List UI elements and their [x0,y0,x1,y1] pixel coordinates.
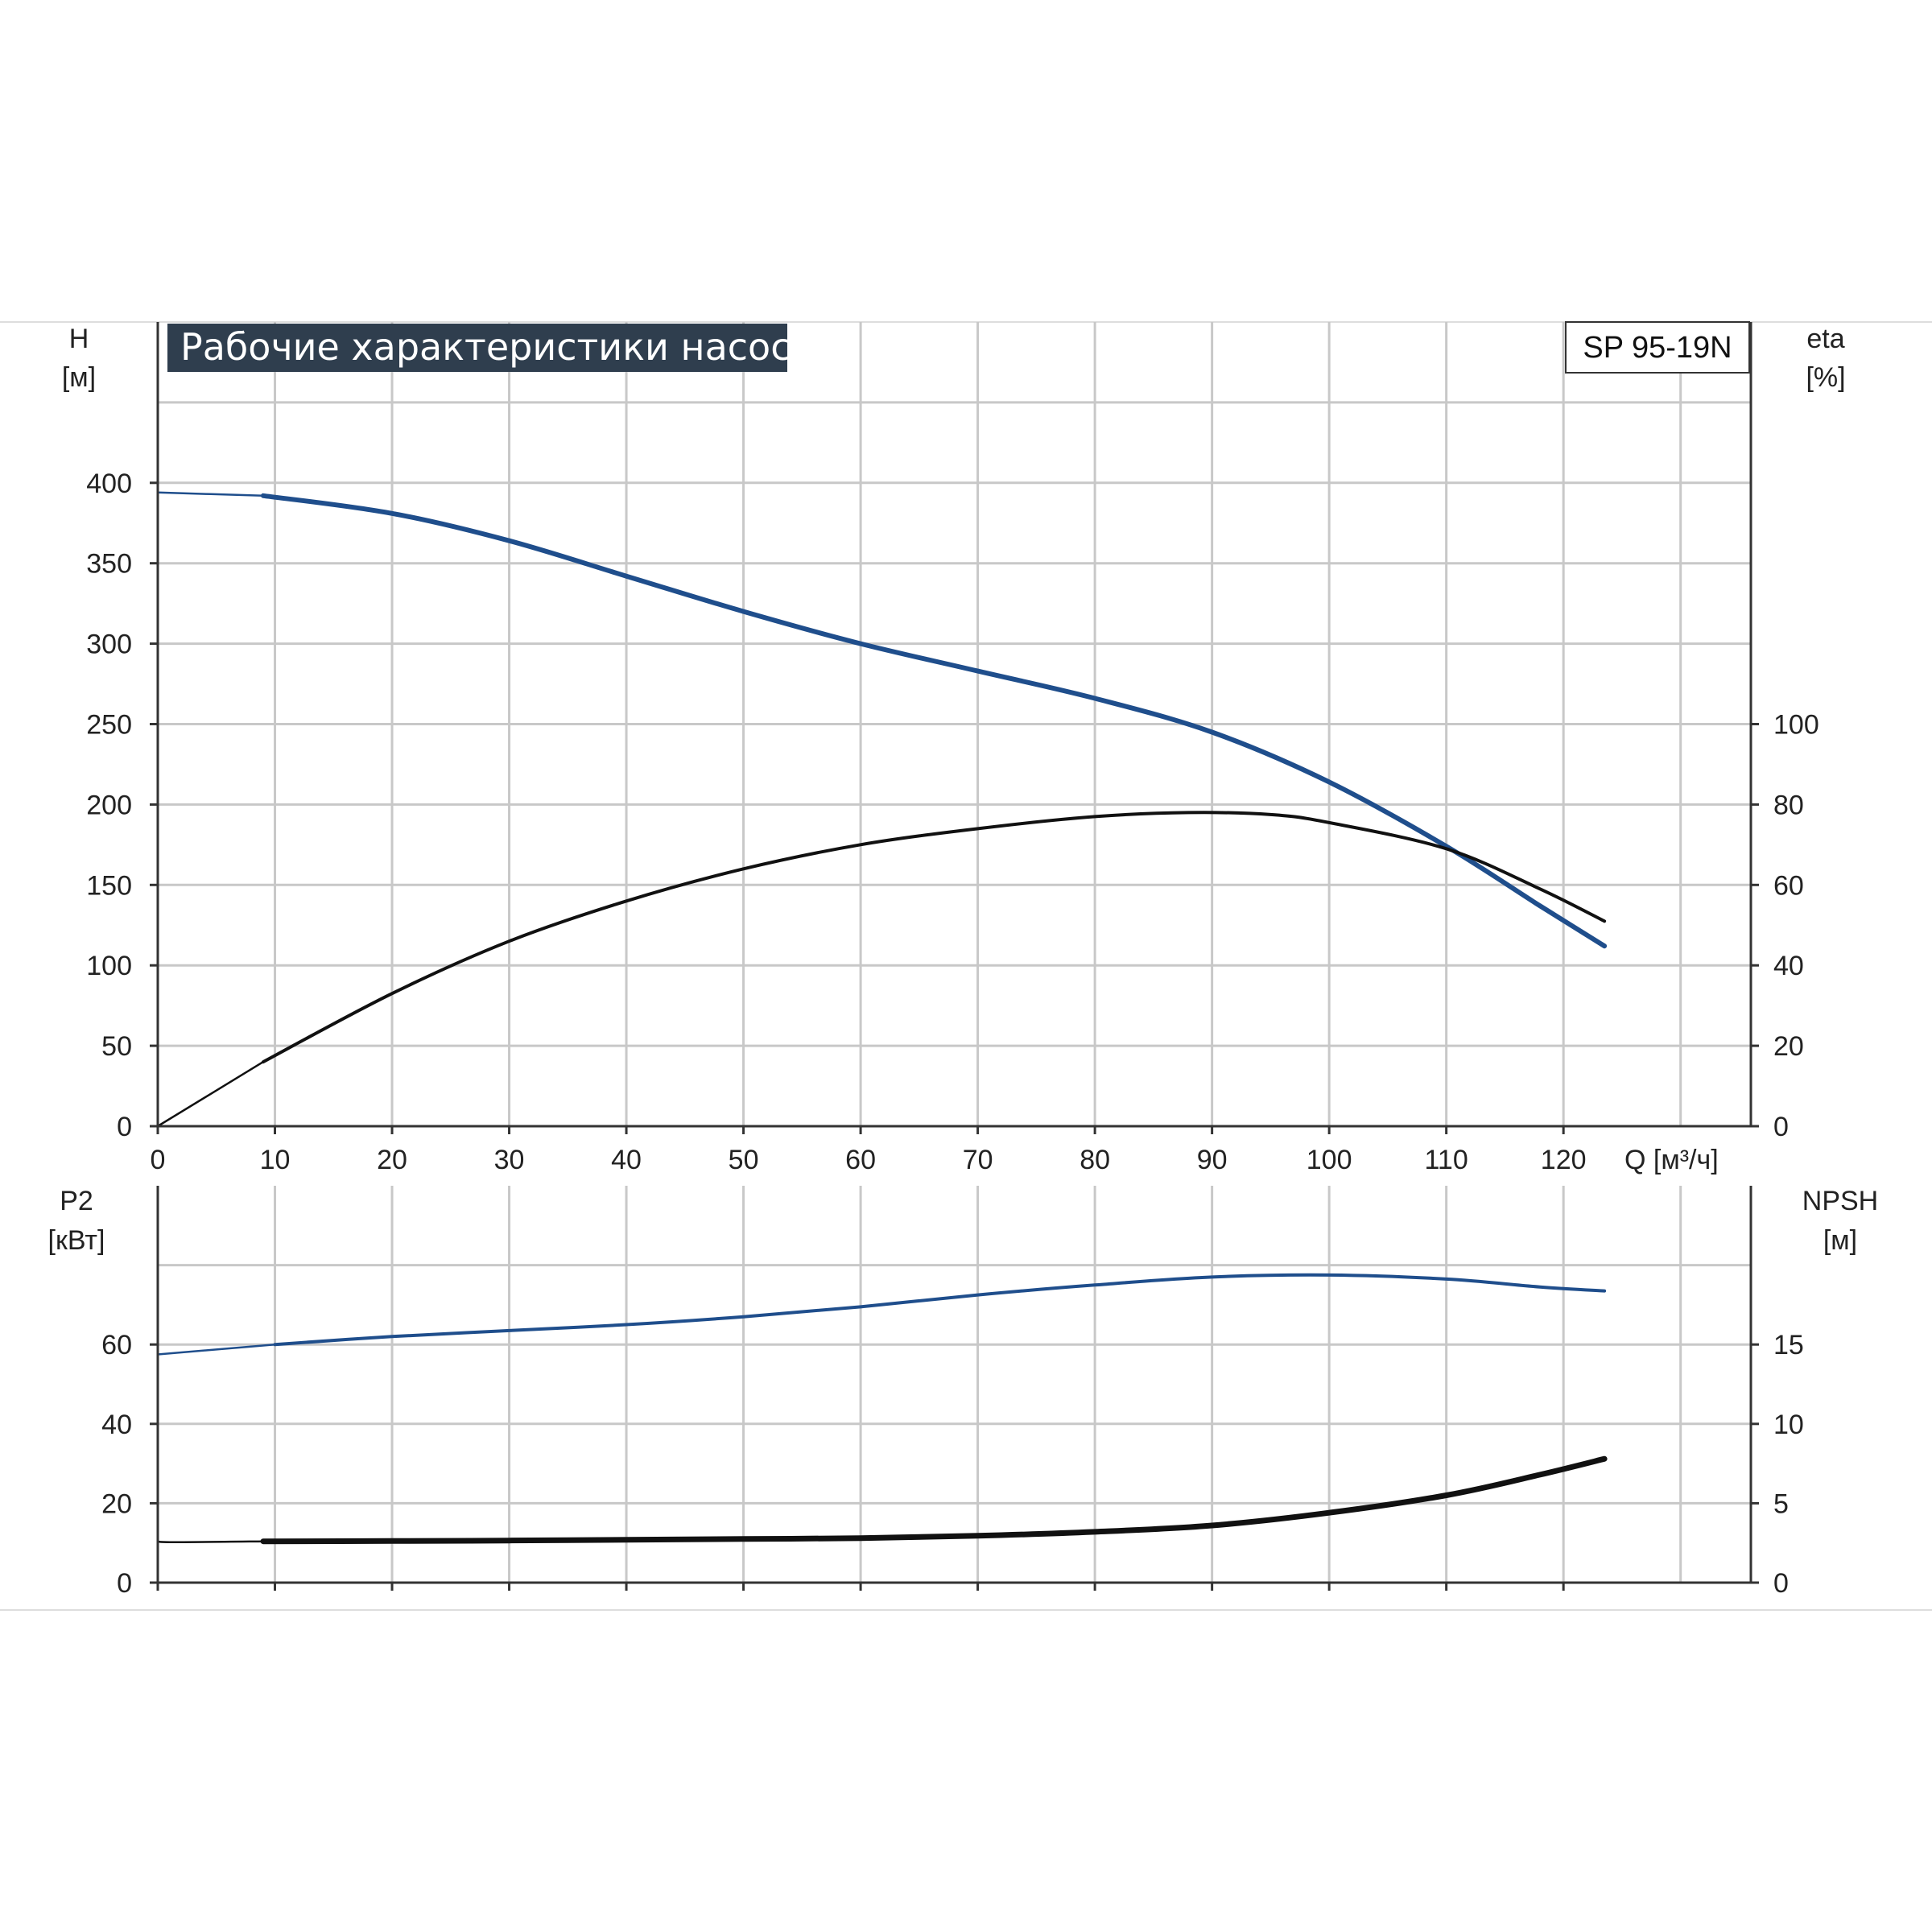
efficiency-curve [262,811,1607,1064]
h-tick-label: 250 [86,710,132,741]
eta-tick-label: 60 [1773,870,1804,901]
npsh-curve-lead [156,1539,264,1543]
x-tick-label: 100 [1307,1145,1352,1175]
power-curve [273,1273,1607,1347]
p2-axis-unit: [кВт] [48,1225,105,1256]
eta-tick-label: 0 [1773,1112,1789,1142]
eta-tick-label: 20 [1773,1031,1804,1062]
title-box: Рабочие характеристики насоса [167,324,814,372]
x-tick-label: 110 [1425,1145,1468,1175]
tick-labels: 0 10 20 30 40 50 60 70 80 90 100 110 120050100150200… [86,469,1818,1599]
npsh-curve [260,1455,1608,1545]
x-tick-label: 80 [1080,1145,1110,1175]
power-curve-lead [157,1343,275,1356]
chart-title: Рабочие характеристики насоса [180,325,814,369]
h-axis-title: H [69,324,89,354]
curves [156,491,1608,1545]
h-tick-label: 100 [86,951,132,981]
x-tick-label: 60 [845,1145,876,1175]
x-tick-label: 120 [1541,1145,1587,1175]
npsh-axis-title: NPSH [1802,1186,1878,1216]
h-tick-label: 200 [86,790,132,820]
h-tick-label: 50 [101,1031,132,1062]
eta-axis-title: eta [1806,324,1844,354]
eta-tick-label: 40 [1773,951,1804,981]
x-tick-label: 10 [260,1145,291,1175]
model-box: SP 95-19N [1565,321,1750,374]
q-axis-title: Q [м³/ч] [1624,1145,1719,1175]
p2-axis-title: P2 [60,1186,93,1216]
head-curve-lead [157,491,264,497]
h-tick-label: 400 [86,469,132,499]
h-tick-label: 0 [117,1112,132,1142]
x-tick-label: 0 [151,1145,166,1175]
p2-tick-label: 40 [101,1410,132,1440]
grid-lines [158,322,1751,1583]
x-tick-label: 30 [494,1145,525,1175]
eta-tick-label: 100 [1773,710,1819,741]
x-tick-label: 50 [729,1145,759,1175]
eta-axis-unit: [%] [1806,362,1845,393]
x-tick-label: 40 [611,1145,642,1175]
h-axis-unit: [м] [62,362,96,393]
npsh-tick-label: 5 [1773,1488,1789,1519]
npsh-tick-label: 0 [1773,1568,1789,1599]
npsh-axis-unit: [м] [1823,1225,1857,1256]
head-curve [261,493,1608,949]
npsh-tick-label: 10 [1773,1410,1804,1440]
x-tick-label: 20 [377,1145,407,1175]
npsh-tick-label: 15 [1773,1330,1804,1360]
axes [150,322,1759,1591]
eta-tick-label: 80 [1773,790,1804,820]
p2-tick-label: 60 [101,1330,132,1360]
h-tick-label: 350 [86,549,132,580]
h-tick-label: 150 [86,870,132,901]
pump-model: SP 95-19N [1583,331,1732,365]
x-tick-label: 70 [963,1145,993,1175]
efficiency-curve-lead [157,1061,264,1128]
p2-tick-label: 0 [117,1568,132,1599]
p2-tick-label: 20 [101,1488,132,1519]
h-tick-label: 300 [86,630,132,660]
x-tick-label: 90 [1197,1145,1228,1175]
